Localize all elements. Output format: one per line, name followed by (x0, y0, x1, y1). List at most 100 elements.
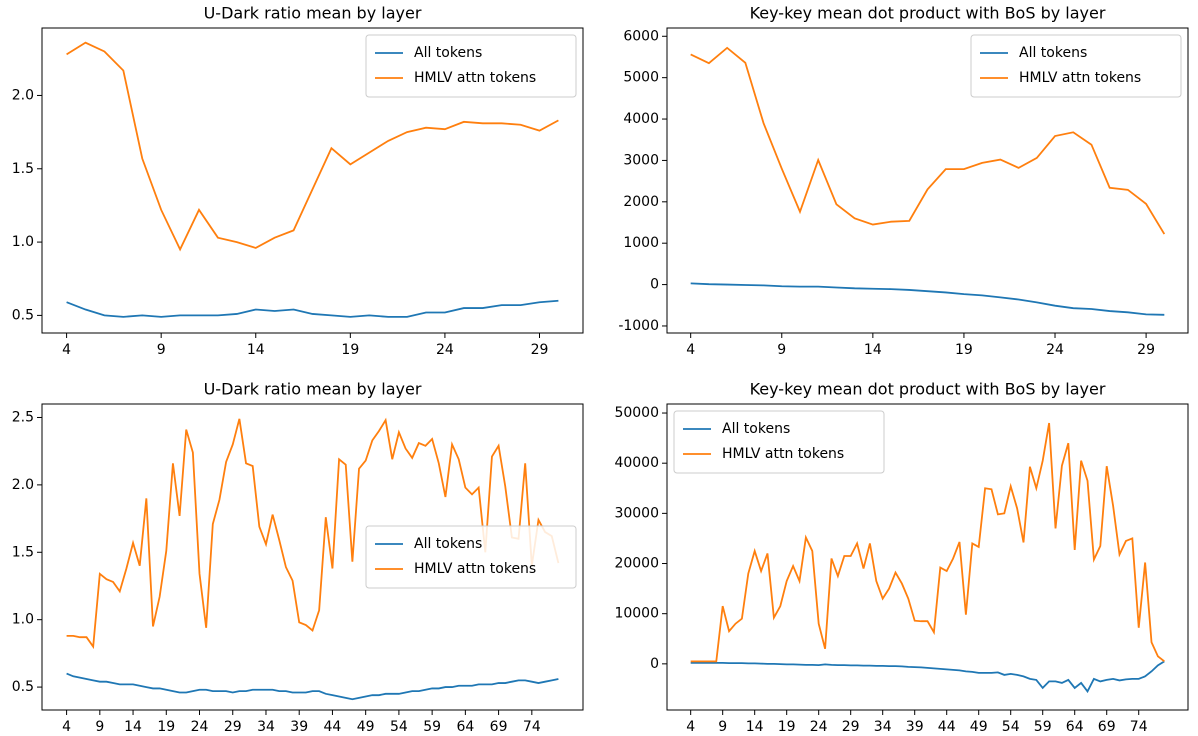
y-tick-label: 2.0 (12, 477, 34, 493)
x-tick-label: 39 (906, 719, 924, 735)
x-tick-label: 19 (778, 719, 796, 735)
x-tick-label: 64 (1066, 719, 1084, 735)
y-tick-label: 3000 (623, 152, 659, 168)
legend: All tokens HMLV attn tokens (970, 34, 1182, 98)
y-tick-label: 0 (650, 277, 659, 293)
series-line (66, 299, 559, 318)
x-tick-label: 14 (746, 719, 764, 735)
y-tick-label: 2.0 (12, 87, 34, 103)
x-tick-label: 4 (686, 719, 695, 735)
subplot-title: U-Dark ratio mean by layer (204, 4, 422, 23)
x-tick-label: 24 (436, 342, 454, 358)
legend-label: All tokens (1019, 45, 1087, 61)
series-line (66, 41, 559, 252)
y-tick-label: 2.5 (12, 409, 34, 425)
legend-label: All tokens (414, 536, 482, 552)
y-tick-label: 6000 (623, 28, 659, 44)
legend-box (970, 34, 1182, 98)
subplot: U-Dark ratio mean by layer 0.5 1.0 1.5 2.0 4 9… (12, 4, 584, 358)
y-tick-label: 5000 (623, 70, 659, 86)
legend-label: HMLV attn tokens (414, 70, 536, 86)
legend: All tokens HMLV attn tokens (673, 410, 885, 474)
y-tick-label: 10000 (614, 606, 659, 622)
series-line (690, 422, 1165, 663)
series-line (690, 660, 1165, 694)
x-tick-label: 29 (842, 719, 860, 735)
x-tick-label: 69 (490, 719, 508, 735)
y-tick-label: -1000 (618, 318, 659, 334)
x-tick-label: 49 (970, 719, 988, 735)
legend-label: HMLV attn tokens (414, 561, 536, 577)
x-tick-label: 4 (62, 719, 71, 735)
legend-label: HMLV attn tokens (722, 446, 844, 462)
x-tick-label: 4 (62, 342, 71, 358)
axes-frame (41, 403, 584, 711)
x-tick-label: 9 (157, 342, 166, 358)
y-tick-label: 4000 (623, 111, 659, 127)
x-tick-label: 9 (95, 719, 104, 735)
x-tick-label: 24 (191, 719, 209, 735)
subplot-title: Key-key mean dot product with BoS by lay… (750, 380, 1106, 399)
legend-box (365, 34, 577, 98)
subplot: U-Dark ratio mean by layer 0.5 1.0 1.5 2.0 2.… (12, 380, 584, 735)
x-tick-label: 64 (456, 719, 474, 735)
y-tick-label: 0.5 (12, 307, 34, 323)
axes-frame (666, 403, 1189, 711)
legend: All tokens HMLV attn tokens (365, 525, 577, 589)
x-tick-label: 59 (423, 719, 441, 735)
legend-label: All tokens (414, 45, 482, 61)
legend: All tokens HMLV attn tokens (365, 34, 577, 98)
legend-box (365, 525, 577, 589)
x-tick-label: 69 (1098, 719, 1116, 735)
y-tick-label: 1.0 (12, 234, 34, 250)
y-tick-label: 1.5 (12, 544, 34, 560)
x-tick-label: 44 (324, 719, 342, 735)
series-line (66, 417, 560, 650)
y-tick-label: 2000 (623, 194, 659, 210)
x-tick-label: 19 (341, 342, 359, 358)
x-tick-label: 9 (777, 342, 786, 358)
x-tick-label: 59 (1034, 719, 1052, 735)
subplot-title: U-Dark ratio mean by layer (204, 380, 422, 399)
subplot-title: Key-key mean dot product with BoS by lay… (750, 4, 1106, 23)
x-tick-label: 24 (1046, 342, 1064, 358)
x-tick-label: 19 (955, 342, 973, 358)
y-tick-label: 20000 (614, 556, 659, 572)
x-tick-label: 24 (810, 719, 828, 735)
x-tick-label: 34 (874, 719, 892, 735)
x-tick-label: 14 (124, 719, 142, 735)
x-tick-label: 74 (1130, 719, 1148, 735)
y-tick-label: 50000 (614, 405, 659, 421)
y-tick-label: 1000 (623, 235, 659, 251)
x-tick-label: 14 (864, 342, 882, 358)
x-tick-label: 54 (1002, 719, 1020, 735)
x-tick-label: 9 (718, 719, 727, 735)
legend-box (673, 410, 885, 474)
series-line (66, 672, 559, 701)
x-tick-label: 39 (290, 719, 308, 735)
x-tick-label: 29 (1137, 342, 1155, 358)
x-tick-label: 44 (938, 719, 956, 735)
x-tick-label: 14 (247, 342, 265, 358)
x-tick-label: 29 (224, 719, 242, 735)
x-tick-label: 54 (390, 719, 408, 735)
x-tick-label: 49 (357, 719, 375, 735)
y-tick-label: 1.5 (12, 161, 34, 177)
x-tick-label: 34 (257, 719, 275, 735)
series-line (690, 46, 1166, 235)
x-tick-label: 74 (523, 719, 541, 735)
y-tick-label: 0.5 (12, 679, 34, 695)
series-line (690, 282, 1165, 316)
axes-frame (666, 27, 1189, 334)
subplot: Key-key mean dot product with BoS by lay… (618, 4, 1189, 358)
x-tick-label: 4 (686, 342, 695, 358)
y-tick-label: 1.0 (12, 612, 34, 628)
x-tick-label: 19 (157, 719, 175, 735)
legend-label: All tokens (722, 421, 790, 437)
legend-label: HMLV attn tokens (1019, 70, 1141, 86)
y-tick-label: 0 (650, 656, 659, 672)
subplot: Key-key mean dot product with BoS by lay… (614, 380, 1189, 735)
axes-frame (41, 27, 584, 334)
